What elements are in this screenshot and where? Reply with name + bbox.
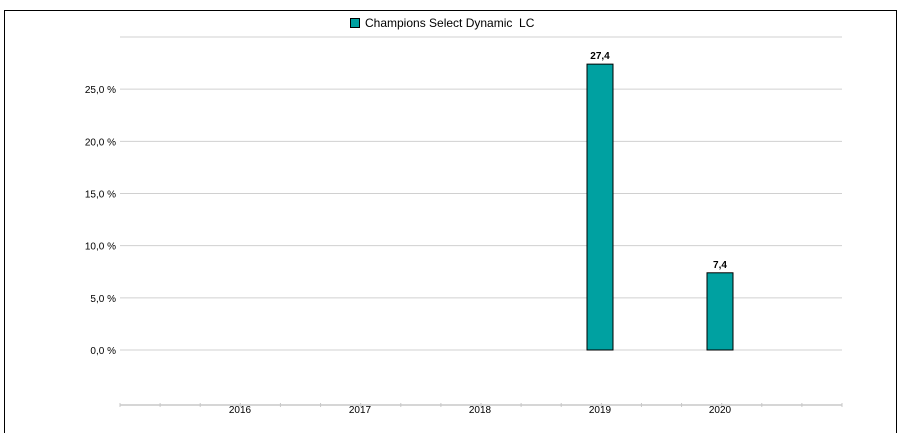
y-tick-label: 20,0 % bbox=[85, 137, 116, 148]
y-tick-label: 25,0 % bbox=[85, 85, 116, 96]
x-tick-label: 2017 bbox=[349, 405, 372, 416]
bar bbox=[706, 272, 734, 351]
data-label: 27,4 bbox=[590, 51, 610, 62]
y-tick-label: 15,0 % bbox=[85, 190, 116, 201]
y-tick-label: 10,0 % bbox=[85, 242, 116, 253]
x-tick-label: 2018 bbox=[469, 405, 492, 416]
y-tick-label: 5,0 % bbox=[90, 294, 116, 305]
chart-frame bbox=[4, 10, 897, 433]
bar bbox=[586, 63, 614, 351]
x-tick-label: 2020 bbox=[709, 405, 732, 416]
legend-swatch bbox=[350, 18, 360, 28]
x-tick-label: 2016 bbox=[229, 405, 252, 416]
y-tick-label: 0,0 % bbox=[90, 346, 116, 357]
legend-label: Champions Select Dynamic LC bbox=[365, 16, 535, 30]
x-tick-label: 2019 bbox=[589, 405, 612, 416]
chart-legend: Champions Select Dynamic LC bbox=[350, 16, 534, 30]
data-label: 7,4 bbox=[713, 260, 727, 271]
